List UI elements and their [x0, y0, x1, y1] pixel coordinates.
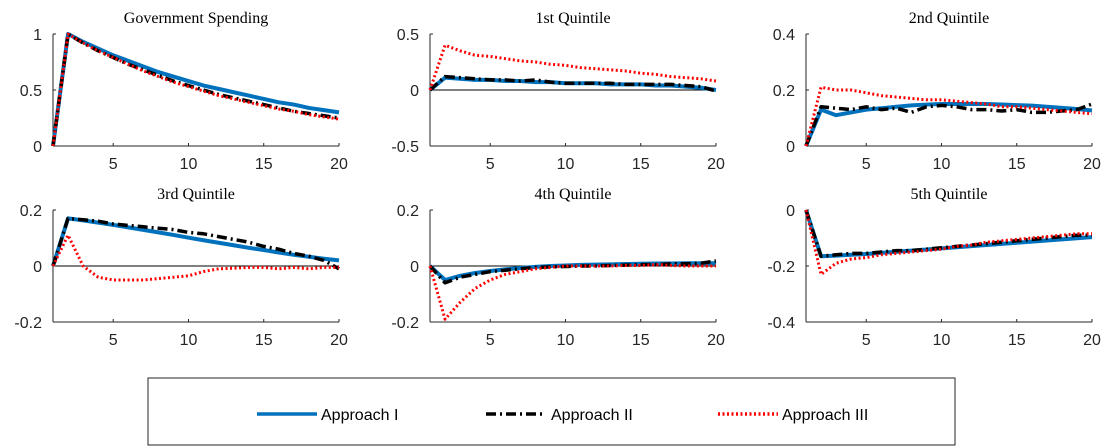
panel-6: 5th Quintile 5 10 15 20 -0.4 -0.2 0 [767, 186, 1101, 349]
y-tick-label: 0 [410, 83, 419, 100]
x-tick-label: 5 [486, 332, 495, 349]
x-tick-label: 15 [1008, 156, 1026, 173]
series-line-approach-2 [804, 102, 1093, 147]
series-line-approach-3 [804, 209, 1092, 276]
x-tick-label: 20 [330, 156, 348, 173]
x-tick-label: 20 [707, 156, 725, 173]
y-tick-label: 0.2 [773, 83, 795, 100]
y-tick-label: -0.5 [391, 139, 419, 156]
panel-4: 3rd Quintile 5 10 15 20 -0.2 0 0.2 [14, 186, 348, 349]
series-line-approach-1 [51, 216, 340, 267]
x-tick-label: 5 [109, 156, 118, 173]
series-line-approach-3 [428, 43, 717, 91]
x-tick-label: 5 [862, 332, 871, 349]
y-tick-label: 0.5 [20, 83, 42, 100]
legend-item-approach-2: Approach II [486, 407, 633, 424]
panel-title: 2nd Quintile [909, 10, 989, 27]
series-line-approach-1 [51, 32, 340, 147]
x-tick-label: 15 [1008, 332, 1026, 349]
x-tick-label: 15 [632, 156, 650, 173]
y-tick-label: 0.2 [397, 203, 419, 220]
y-tick-label: 0 [33, 259, 42, 276]
legend-label: Approach I [321, 407, 398, 424]
y-tick-label: 0 [410, 259, 419, 276]
x-tick-label: 5 [486, 156, 495, 173]
series-line-approach-2 [804, 209, 1092, 258]
x-tick-label: 20 [1083, 156, 1101, 173]
y-tick-label: -0.4 [767, 315, 795, 332]
panel-2: 1st Quintile 5 10 15 20 -0.5 0 0.5 [391, 10, 725, 173]
panel-title: 4th Quintile [535, 186, 612, 203]
panel-5: 4th Quintile 5 10 15 20 -0.2 0 0.2 [391, 186, 725, 349]
legend-label: Approach II [551, 407, 633, 424]
panel-1: Government Spending 5 10 15 20 0 0.5 1 [20, 10, 348, 173]
y-tick-label: 0 [786, 139, 795, 156]
y-tick-label: 0.2 [20, 203, 42, 220]
y-tick-label: 0 [786, 203, 795, 220]
y-tick-label: -0.2 [14, 315, 42, 332]
series-line-approach-3 [51, 32, 340, 147]
series-line-approach-3 [51, 233, 339, 282]
y-tick-label: -0.2 [767, 259, 795, 276]
x-tick-label: 15 [255, 156, 273, 173]
series-line-approach-2 [428, 74, 717, 93]
x-tick-label: 20 [1083, 332, 1101, 349]
panel-3: 2nd Quintile 5 10 15 20 0 0.2 0.4 [773, 10, 1101, 173]
y-tick-label: 0 [33, 139, 42, 156]
x-tick-label: 5 [862, 156, 871, 173]
panel-title: 5th Quintile [911, 186, 988, 203]
x-tick-label: 15 [632, 332, 650, 349]
series-line-approach-3 [804, 85, 1093, 147]
y-tick-label: 1 [33, 27, 42, 44]
x-tick-label: 20 [707, 332, 725, 349]
x-tick-label: 10 [557, 332, 575, 349]
panels: Government Spending 5 10 15 20 0 0.5 1 1st Quint… [14, 10, 1101, 349]
legend-box [147, 377, 956, 446]
y-tick-label: 0.4 [773, 27, 795, 44]
x-tick-label: 10 [557, 156, 575, 173]
y-tick-label: 0.5 [397, 27, 419, 44]
x-tick-label: 5 [109, 332, 118, 349]
series-line-approach-2 [428, 259, 717, 285]
legend-item-approach-1: Approach I [257, 407, 398, 424]
panel-title: 3rd Quintile [157, 186, 235, 203]
x-tick-label: 15 [255, 332, 273, 349]
x-tick-label: 20 [330, 332, 348, 349]
series-line-approach-1 [804, 102, 1093, 147]
x-tick-label: 10 [180, 332, 198, 349]
x-tick-label: 10 [180, 156, 198, 173]
panel-title: Government Spending [124, 10, 268, 27]
x-tick-label: 10 [933, 156, 951, 173]
y-tick-label: -0.2 [391, 315, 419, 332]
legend-item-approach-3: Approach III [718, 407, 868, 424]
series-line-approach-2 [51, 216, 340, 271]
x-tick-label: 10 [933, 332, 951, 349]
legend-label: Approach III [782, 407, 868, 424]
legend: Approach I Approach II Approach III [147, 377, 956, 446]
panel-title: 1st Quintile [535, 10, 610, 27]
